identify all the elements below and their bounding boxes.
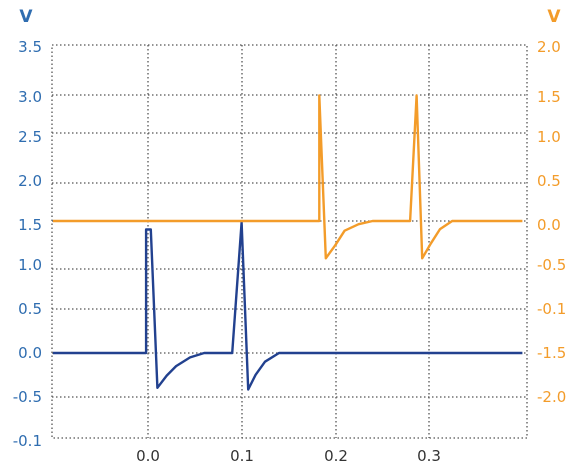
y-right-tick-labels: 2.0 1.5 1.0 0.5 0.0 -0.5 -0.1 -1.5 -2.0 bbox=[537, 38, 566, 406]
y-left-tick-label: 3.5 bbox=[18, 38, 42, 56]
y-right-tick-label: 0.0 bbox=[537, 216, 561, 234]
x-tick-label: 0.2 bbox=[324, 447, 348, 465]
x-tick-labels: 0.0 0.1 0.2 0.3 bbox=[136, 447, 441, 465]
y-left-tick-label: 1.0 bbox=[18, 256, 42, 274]
y-right-tick-label: 1.5 bbox=[537, 88, 561, 106]
y-right-tick-label: 0.5 bbox=[537, 172, 561, 190]
y-right-tick-label: -0.1 bbox=[537, 300, 566, 318]
y-left-tick-label: 2.0 bbox=[18, 172, 42, 190]
grid bbox=[51, 44, 528, 439]
blue-series-line bbox=[53, 221, 523, 391]
y-left-tick-label: 3.0 bbox=[18, 88, 42, 106]
y-left-tick-label: -0.5 bbox=[13, 388, 42, 406]
y-left-tick-label: 0.5 bbox=[18, 300, 42, 318]
x-tick-label: 0.0 bbox=[136, 447, 160, 465]
y-left-unit: V bbox=[19, 7, 33, 27]
y-right-tick-label: 1.0 bbox=[537, 128, 561, 146]
y-left-tick-labels: 3.5 3.0 2.5 2.0 1.5 1.0 0.5 0.0 -0.5 -0.1 bbox=[13, 38, 42, 450]
y-left-tick-label: 0.0 bbox=[18, 344, 42, 362]
y-left-tick-label: -0.1 bbox=[13, 432, 42, 450]
y-right-tick-label: -2.0 bbox=[537, 388, 566, 406]
orange-series-line bbox=[53, 94, 523, 260]
y-left-tick-label: 1.5 bbox=[18, 216, 42, 234]
x-tick-label: 0.3 bbox=[417, 447, 441, 465]
y-right-tick-label: -0.5 bbox=[537, 256, 566, 274]
series bbox=[53, 94, 523, 391]
x-tick-label: 0.1 bbox=[230, 447, 254, 465]
plot-frame bbox=[51, 44, 528, 439]
y-left-tick-label: 2.5 bbox=[18, 128, 42, 146]
y-right-unit: V bbox=[547, 7, 561, 27]
y-right-tick-label: 2.0 bbox=[537, 38, 561, 56]
y-right-tick-label: -1.5 bbox=[537, 344, 566, 362]
